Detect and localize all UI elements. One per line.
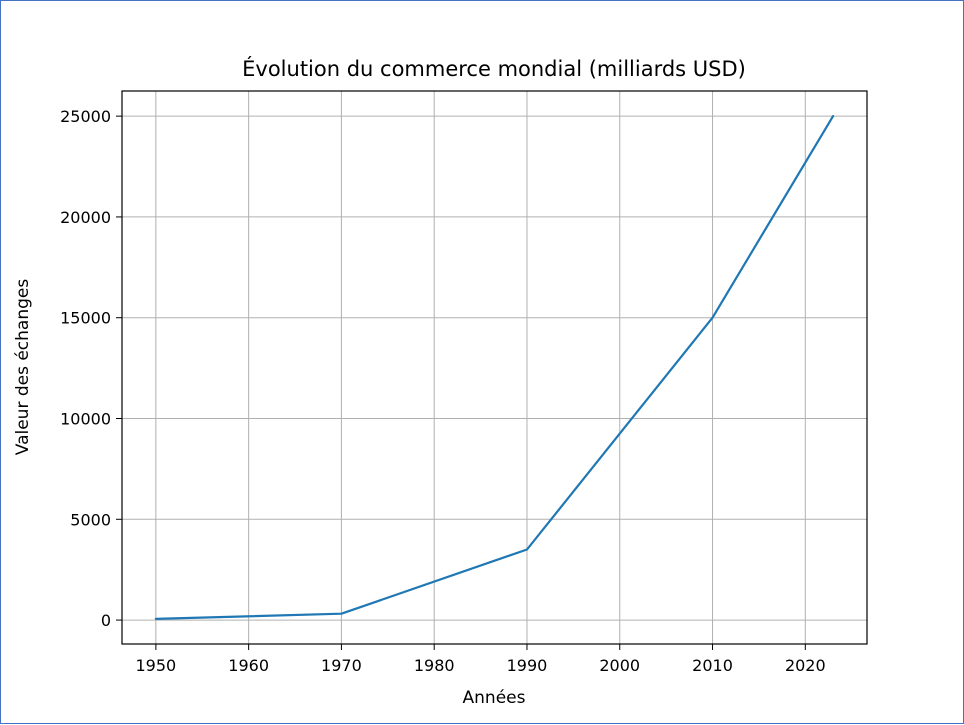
y-tick-label: 10000 (60, 409, 111, 428)
y-tick-label: 0 (101, 611, 111, 630)
x-tick-label: 1960 (228, 656, 269, 675)
x-tick-label: 1990 (507, 656, 548, 675)
y-tick-label: 25000 (60, 107, 111, 126)
x-tick-label: 1950 (136, 656, 177, 675)
y-tick-label: 20000 (60, 208, 111, 227)
x-tick-label: 2020 (785, 656, 826, 675)
y-axis-label: Valeur des échanges (13, 279, 33, 456)
x-tick-label: 2000 (599, 656, 640, 675)
x-tick-label: 2010 (692, 656, 733, 675)
x-ticks: 1950 1960 1970 1980 1990 2000 2010 2020 (136, 644, 826, 675)
chart-title: Évolution du commerce mondial (milliards… (242, 56, 746, 81)
y-tick-label: 5000 (70, 510, 111, 529)
x-tick-label: 1980 (414, 656, 455, 675)
y-ticks: 0 5000 10000 15000 20000 25000 (60, 107, 122, 630)
x-tick-label: 1970 (321, 656, 362, 675)
x-axis-label: Années (463, 688, 526, 708)
y-tick-label: 15000 (60, 309, 111, 328)
